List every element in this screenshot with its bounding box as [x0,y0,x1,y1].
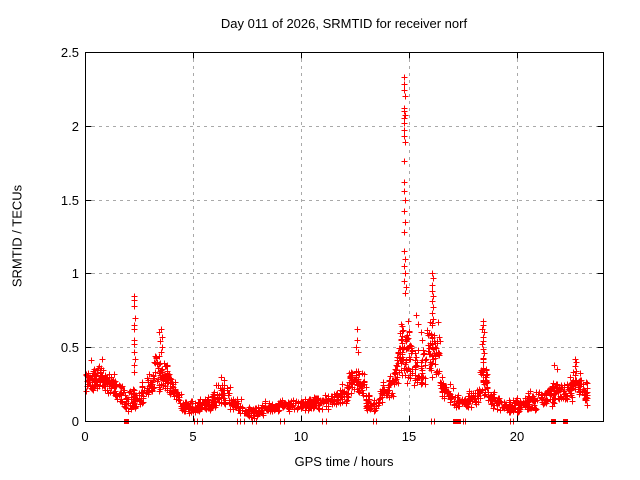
x-tick-label: 20 [509,429,525,444]
x-tick-label: 0 [81,429,89,444]
y-tick-label: 0.5 [60,340,79,355]
x-tick-label: 10 [293,429,309,444]
axis-ticks [85,52,604,422]
scatter-points [83,74,591,425]
chart-title: Day 011 of 2026, SRMTID for receiver nor… [220,16,468,31]
y-tick-label: 1.5 [60,193,79,208]
grid-lines [85,52,603,421]
x-tick-label: 5 [189,429,197,444]
y-tick-label: 2.5 [60,45,79,60]
y-tick-label: 0 [71,414,79,429]
x-axis-label: GPS time / hours [294,454,394,469]
x-tick-label: 15 [401,429,417,444]
y-tick-label: 2 [71,119,79,134]
plot-border [85,52,604,422]
y-tick-label: 1 [71,266,79,281]
